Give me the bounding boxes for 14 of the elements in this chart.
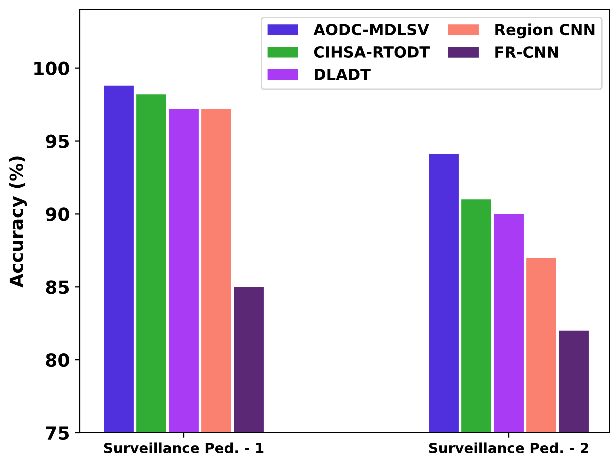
y-tick-label: 80 <box>46 354 70 368</box>
y-tick-label: 75 <box>46 426 70 440</box>
y-axis-title: Accuracy (%) <box>9 156 28 288</box>
y-tick-label: 95 <box>46 134 70 148</box>
legend-label: FR-CNN <box>496 46 558 58</box>
x-tick-label: Surveillance Ped. - 2 <box>429 442 588 454</box>
legend-label: CIHSA-RTODT <box>314 46 430 58</box>
legend-label: AODC-MDLSV <box>314 24 430 36</box>
x-tick-label: Surveillance Ped. - 1 <box>104 442 264 454</box>
y-tick-label: 100 <box>34 62 70 76</box>
y-tick-label: 85 <box>46 280 70 294</box>
y-tick-label: 90 <box>46 208 70 222</box>
legend-label: DLADT <box>315 69 371 80</box>
legend-label: Region CNN <box>496 24 595 39</box>
